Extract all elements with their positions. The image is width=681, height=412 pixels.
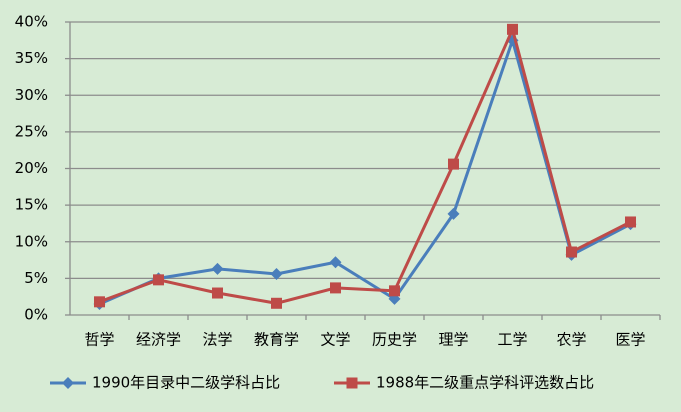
legend-marker	[346, 377, 358, 389]
x-tick-label: 教育学	[254, 331, 299, 349]
data-point	[329, 256, 342, 269]
data-point	[389, 285, 400, 297]
y-tick-label: 25%	[15, 122, 48, 140]
data-point	[447, 207, 460, 220]
x-tick-label: 法学	[202, 331, 232, 349]
data-point	[270, 267, 283, 280]
x-tick-label: 哲学	[84, 331, 114, 349]
legend-marker	[62, 377, 74, 389]
y-tick-label: 15%	[15, 196, 48, 214]
y-tick-label: 35%	[15, 49, 48, 67]
data-point	[507, 23, 518, 35]
x-tick-label: 工学	[497, 331, 527, 349]
x-tick-label: 历史学	[372, 331, 417, 349]
x-tick-label: 医学	[615, 331, 645, 349]
y-tick-label: 10%	[15, 232, 48, 250]
data-point	[625, 216, 636, 228]
x-tick-label: 经济学	[136, 331, 181, 349]
y-tick-label: 0%	[24, 306, 48, 324]
data-point	[211, 262, 224, 275]
series-line	[98, 24, 632, 305]
y-tick-label: 40%	[15, 13, 48, 31]
series-line	[98, 35, 632, 306]
y-tick-label: 5%	[24, 269, 48, 287]
data-point	[271, 297, 282, 309]
data-point	[566, 246, 577, 258]
legend-label: 1990年目录中二级学科占比	[92, 374, 280, 392]
data-point	[212, 287, 223, 299]
x-tick-label: 理学	[438, 331, 468, 349]
y-tick-label: 30%	[15, 86, 48, 104]
legend-label: 1988年二级重点学科评选数占比	[376, 374, 594, 392]
data-point	[330, 282, 341, 294]
data-point	[153, 274, 164, 286]
data-point	[94, 296, 105, 308]
x-tick-label: 农学	[556, 331, 586, 349]
y-tick-label: 20%	[15, 159, 48, 177]
data-point	[448, 158, 459, 170]
x-tick-label: 文学	[320, 331, 350, 349]
